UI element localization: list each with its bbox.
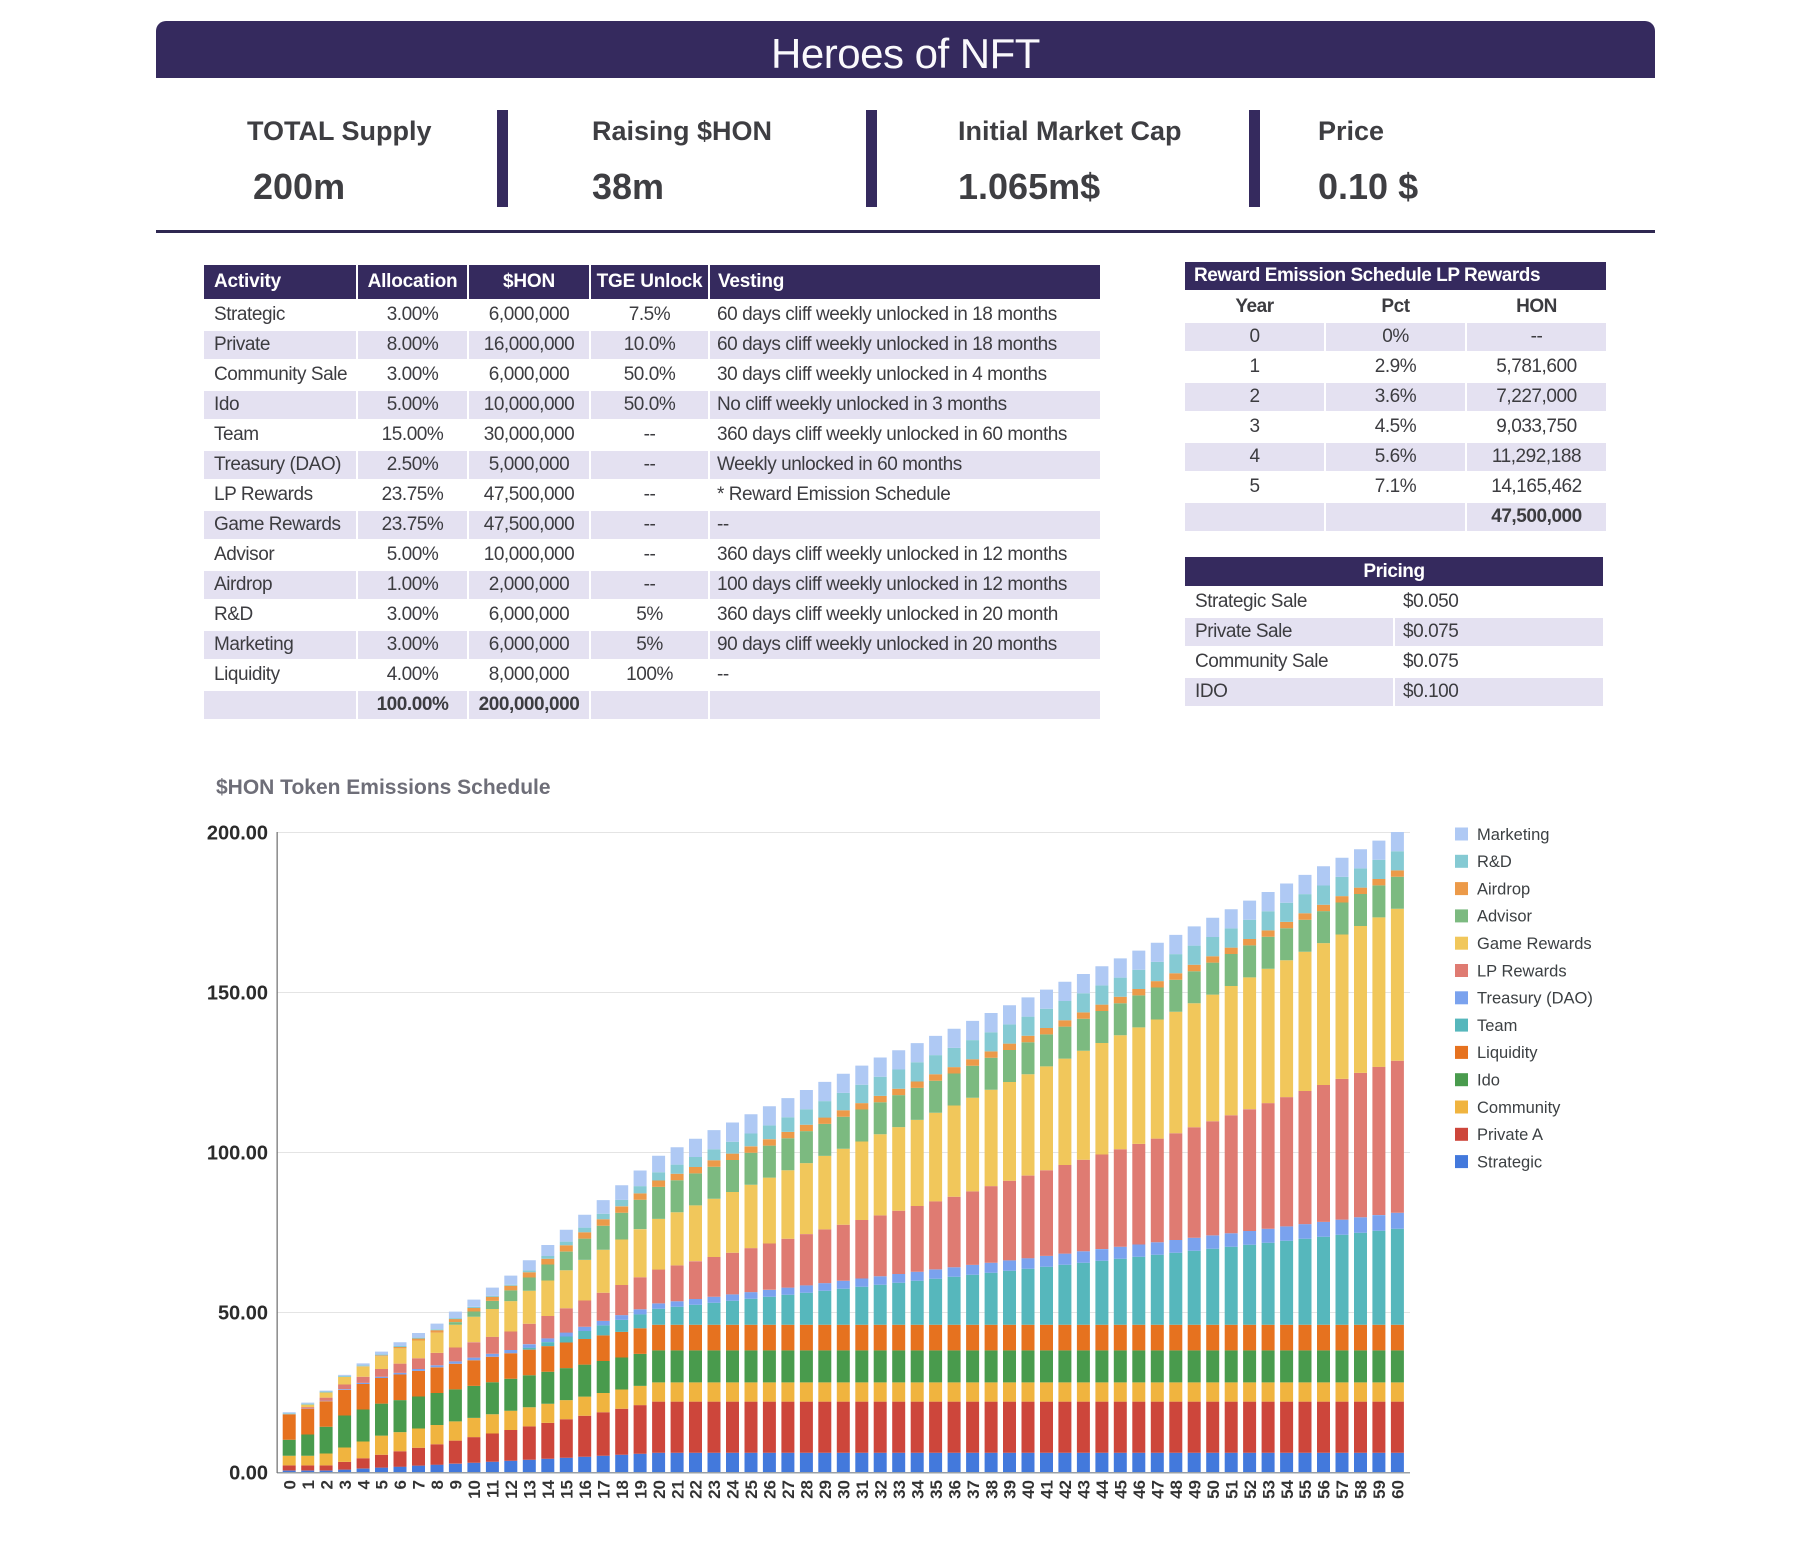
svg-text:41: 41 (1038, 1480, 1057, 1499)
svg-text:150.00: 150.00 (207, 982, 268, 1004)
svg-text:23: 23 (705, 1480, 724, 1499)
svg-text:3: 3 (336, 1480, 355, 1489)
svg-text:43: 43 (1075, 1480, 1094, 1499)
svg-text:26: 26 (761, 1480, 780, 1499)
svg-text:Treasury (DAO): Treasury (DAO) (1477, 990, 1593, 1008)
svg-text:33: 33 (890, 1480, 909, 1499)
svg-text:31: 31 (853, 1480, 872, 1499)
svg-text:48: 48 (1167, 1480, 1186, 1499)
svg-text:R&D: R&D (1477, 853, 1512, 871)
svg-text:36: 36 (945, 1480, 964, 1499)
svg-text:15: 15 (558, 1480, 577, 1499)
svg-text:59: 59 (1370, 1480, 1389, 1499)
svg-text:39: 39 (1001, 1480, 1020, 1499)
svg-text:47: 47 (1149, 1480, 1168, 1499)
svg-text:35: 35 (927, 1480, 946, 1499)
svg-text:32: 32 (871, 1480, 890, 1499)
svg-text:19: 19 (631, 1480, 650, 1499)
svg-text:1: 1 (299, 1480, 318, 1489)
svg-text:60: 60 (1389, 1480, 1408, 1499)
svg-text:21: 21 (668, 1480, 687, 1499)
svg-text:$HON Token Emissions Schedule: $HON Token Emissions Schedule (216, 776, 551, 799)
svg-text:56: 56 (1315, 1480, 1334, 1499)
svg-text:27: 27 (779, 1480, 798, 1499)
svg-text:22: 22 (687, 1480, 706, 1499)
svg-text:53: 53 (1259, 1480, 1278, 1499)
svg-text:Private A: Private A (1477, 1126, 1543, 1144)
svg-text:11: 11 (484, 1480, 503, 1498)
svg-text:25: 25 (742, 1480, 761, 1499)
svg-text:45: 45 (1112, 1480, 1131, 1499)
svg-text:55: 55 (1296, 1480, 1315, 1499)
svg-text:9: 9 (447, 1480, 466, 1489)
svg-text:52: 52 (1241, 1480, 1260, 1499)
svg-text:34: 34 (908, 1479, 927, 1498)
svg-text:38: 38 (982, 1480, 1001, 1499)
svg-text:5: 5 (373, 1480, 392, 1489)
svg-text:Advisor: Advisor (1477, 908, 1533, 926)
svg-text:18: 18 (613, 1480, 632, 1499)
svg-text:13: 13 (521, 1480, 540, 1499)
svg-text:Game Rewards: Game Rewards (1477, 935, 1592, 953)
svg-text:44: 44 (1093, 1479, 1112, 1498)
svg-text:Marketing: Marketing (1477, 826, 1549, 844)
svg-text:30: 30 (835, 1480, 854, 1499)
svg-text:37: 37 (964, 1480, 983, 1499)
svg-text:14: 14 (539, 1479, 558, 1498)
svg-text:8: 8 (428, 1480, 447, 1489)
svg-text:LP Rewards: LP Rewards (1477, 962, 1567, 980)
svg-text:12: 12 (502, 1480, 521, 1499)
svg-text:200.00: 200.00 (207, 822, 268, 844)
svg-text:49: 49 (1185, 1480, 1204, 1499)
svg-text:16: 16 (576, 1480, 595, 1499)
svg-text:Liquidity: Liquidity (1477, 1044, 1538, 1062)
svg-text:2: 2 (317, 1480, 336, 1489)
svg-text:Team: Team (1477, 1017, 1517, 1035)
svg-text:17: 17 (594, 1480, 613, 1499)
svg-text:42: 42 (1056, 1480, 1075, 1499)
svg-text:51: 51 (1222, 1480, 1241, 1499)
svg-text:20: 20 (650, 1480, 669, 1499)
svg-text:7: 7 (410, 1480, 429, 1489)
svg-text:0: 0 (280, 1480, 299, 1489)
svg-text:100.00: 100.00 (207, 1142, 268, 1164)
svg-text:46: 46 (1130, 1480, 1149, 1499)
svg-text:50.00: 50.00 (218, 1302, 268, 1324)
svg-text:50: 50 (1204, 1480, 1223, 1499)
svg-text:6: 6 (391, 1480, 410, 1489)
svg-text:Community: Community (1477, 1099, 1561, 1117)
svg-text:Strategic: Strategic (1477, 1153, 1542, 1171)
svg-text:58: 58 (1352, 1480, 1371, 1499)
svg-text:24: 24 (724, 1479, 743, 1498)
svg-text:Airdrop: Airdrop (1477, 880, 1530, 898)
svg-text:28: 28 (798, 1480, 817, 1499)
svg-text:57: 57 (1333, 1480, 1352, 1499)
svg-text:10: 10 (465, 1480, 484, 1499)
svg-text:40: 40 (1019, 1480, 1038, 1499)
svg-text:Ido: Ido (1477, 1072, 1500, 1090)
svg-text:0.00: 0.00 (229, 1462, 268, 1484)
svg-text:54: 54 (1278, 1479, 1297, 1498)
svg-text:4: 4 (354, 1479, 373, 1489)
svg-text:29: 29 (816, 1480, 835, 1499)
